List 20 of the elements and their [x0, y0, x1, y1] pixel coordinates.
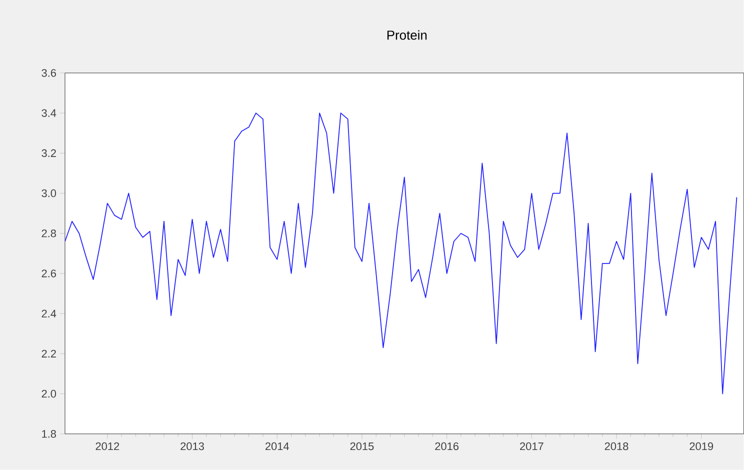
x-tick-label: 2014 — [265, 442, 289, 450]
x-tick-label: 2019 — [690, 442, 714, 450]
chart-title: Protein — [387, 30, 427, 40]
y-tick-label: 3.2 — [42, 149, 56, 158]
y-tick-label: 2.4 — [42, 310, 56, 318]
line-series — [64, 112, 738, 394]
y-tick-label: 3.4 — [42, 109, 56, 118]
x-tick-label: 2013 — [180, 442, 204, 450]
x-tick-label: 2016 — [435, 442, 459, 450]
y-tick-label: 1.8 — [42, 430, 56, 438]
y-tick-label: 2.8 — [42, 230, 56, 238]
y-tick-label: 2.0 — [42, 390, 56, 398]
y-tick-label: 2.6 — [42, 270, 56, 278]
x-tick-label: 2012 — [96, 442, 120, 450]
x-tick-label: 2018 — [604, 442, 628, 450]
y-tick-label: 3.0 — [42, 189, 56, 198]
y-tick-label: 2.2 — [42, 350, 56, 358]
x-tick-label: 2017 — [520, 442, 544, 450]
x-tick-label: 2015 — [350, 442, 374, 450]
y-tick-label: 3.6 — [42, 69, 56, 77]
